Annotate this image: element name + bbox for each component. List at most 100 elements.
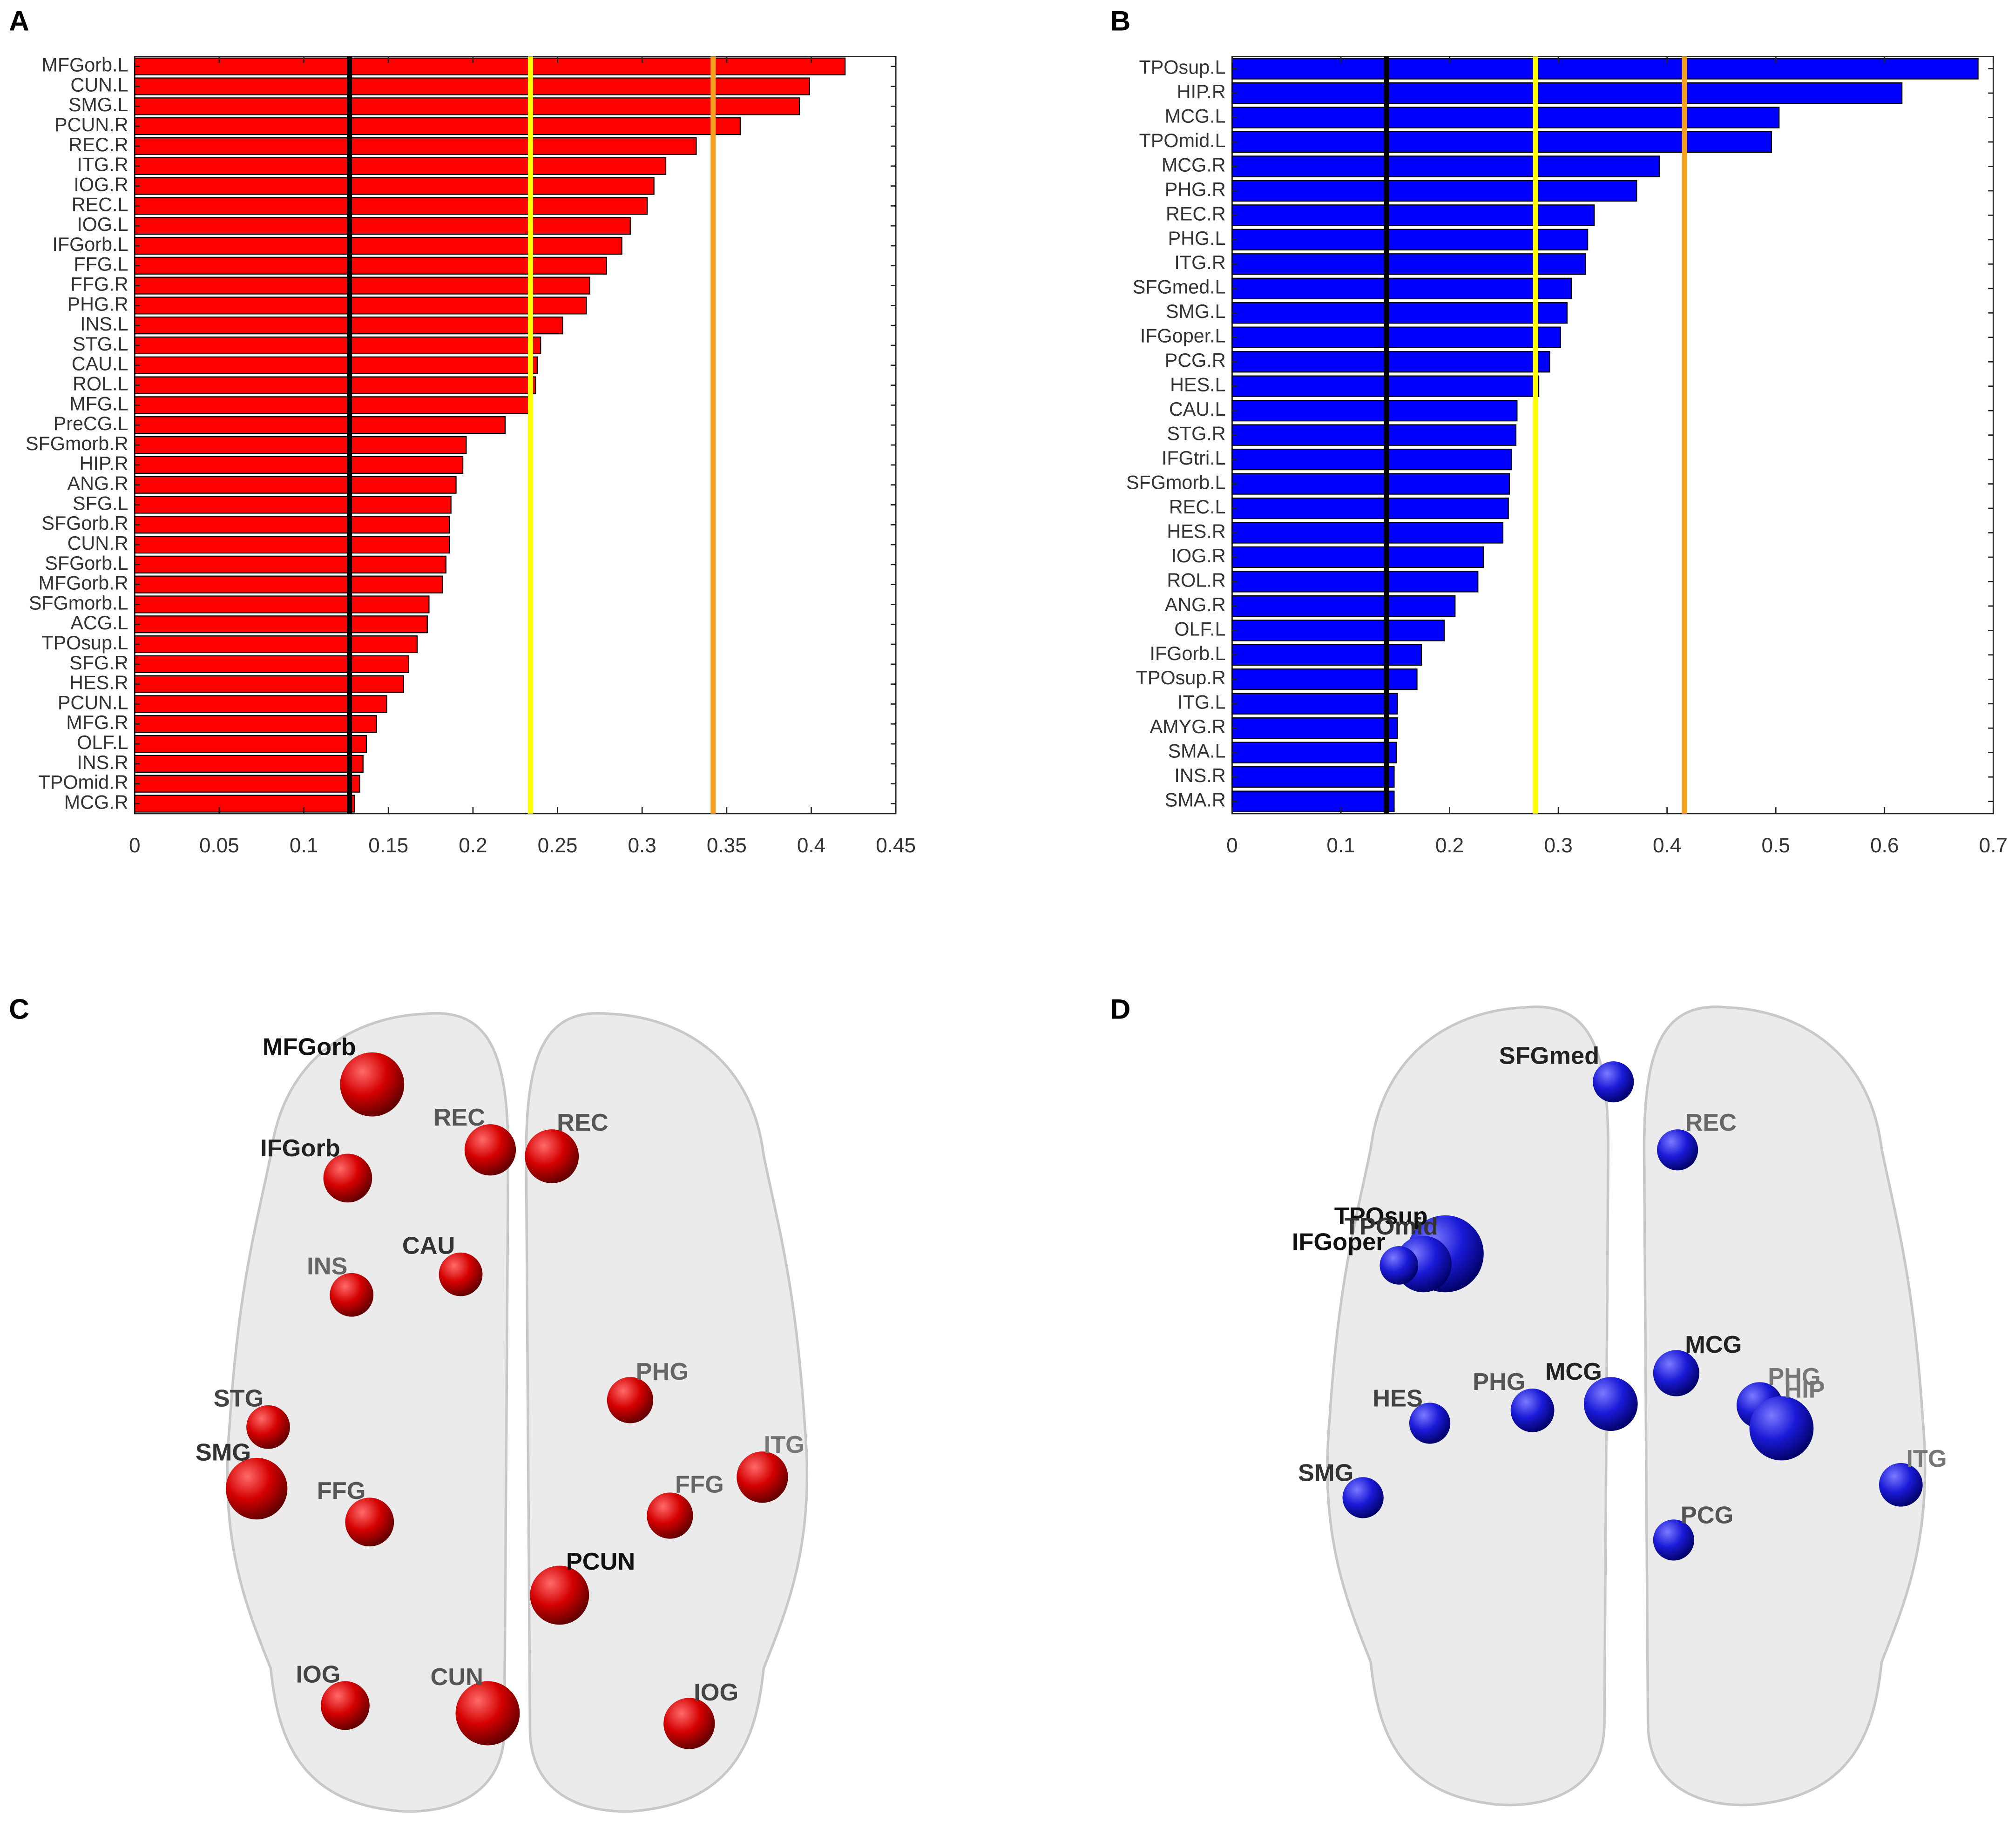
category-label: OLF.L — [77, 732, 128, 753]
bar — [134, 57, 846, 75]
bar — [134, 476, 457, 494]
bar — [134, 197, 648, 215]
bar — [134, 695, 387, 713]
x-tick-label: 0.3 — [1544, 834, 1572, 857]
bar — [134, 297, 587, 315]
node-sphere — [1593, 1061, 1634, 1103]
node-sphere — [439, 1252, 483, 1296]
node-label: HES — [1373, 1385, 1423, 1412]
node-label: IFGorb — [260, 1135, 340, 1162]
node-sphere — [1657, 1129, 1698, 1171]
x-tick-label: 0.1 — [1326, 834, 1355, 857]
node-label: MFGorb — [263, 1033, 356, 1060]
x-tick-label: 0.3 — [628, 834, 656, 857]
node-label: FFG — [675, 1471, 724, 1498]
bar — [1231, 668, 1418, 690]
category-label: MFG.L — [69, 393, 128, 414]
node-label: CUN — [431, 1664, 483, 1691]
bar — [134, 555, 446, 573]
node-label: HIP — [1784, 1376, 1825, 1403]
category-label: SFGorb.R — [41, 513, 128, 534]
bar — [1231, 253, 1586, 275]
bar — [134, 575, 443, 594]
bar — [134, 456, 464, 474]
node-sphere — [246, 1405, 290, 1449]
category-label: ANG.R — [1165, 594, 1226, 615]
category-label: OLF.L — [1174, 618, 1225, 640]
category-label: IOG.R — [1171, 545, 1226, 567]
node-sphere — [321, 1681, 370, 1730]
category-label: IFGoper.L — [1140, 325, 1226, 347]
bar — [1231, 571, 1479, 593]
x-tick-label: 0.6 — [1870, 834, 1899, 857]
bar — [134, 97, 800, 115]
node-label: PHG — [1473, 1369, 1526, 1396]
node-label: STG — [214, 1385, 264, 1412]
category-label: REC.R — [68, 134, 128, 155]
bar — [134, 715, 377, 733]
panel-label: A — [9, 5, 29, 37]
category-label: TPOsup.R — [1136, 667, 1226, 688]
bar — [1231, 522, 1504, 544]
bar — [134, 277, 590, 295]
category-label: PHG.L — [1168, 228, 1226, 249]
category-label: SMA.R — [1165, 789, 1226, 811]
category-label: MFGorb.R — [39, 573, 128, 594]
bar — [134, 635, 418, 654]
bar — [134, 655, 409, 673]
node-label: IOG — [694, 1679, 738, 1706]
category-label: ANG.R — [68, 473, 128, 494]
category-label: CUN.R — [68, 533, 128, 554]
node-sphere — [1653, 1350, 1699, 1396]
category-label: HES.R — [1167, 520, 1225, 542]
category-label: MFG.R — [66, 712, 128, 733]
category-label: PCUN.R — [54, 114, 128, 135]
node-sphere — [530, 1565, 589, 1625]
x-tick-label: 0.1 — [290, 834, 318, 857]
bar — [1231, 107, 1780, 128]
category-label: MCG.R — [1162, 154, 1226, 175]
bar — [1231, 546, 1484, 568]
category-label: TPOmid.L — [1139, 130, 1226, 151]
bar — [1231, 766, 1395, 788]
node-sphere — [330, 1273, 374, 1317]
category-label: IOG.R — [74, 174, 128, 195]
node-label: CAU — [402, 1233, 455, 1260]
bar — [134, 77, 810, 95]
node-label: PCUN — [566, 1548, 635, 1575]
bar — [1231, 302, 1568, 324]
panel-label: C — [9, 993, 29, 1025]
bar — [134, 755, 364, 773]
bar — [134, 496, 452, 514]
bar — [134, 336, 541, 355]
node-sphere — [455, 1681, 520, 1746]
node-sphere — [1510, 1389, 1555, 1432]
bar — [1231, 693, 1398, 715]
category-label: PCUN.L — [58, 692, 128, 713]
category-label: HES.L — [1170, 374, 1226, 396]
category-label: HES.R — [69, 672, 128, 694]
x-tick-label: 0.05 — [199, 834, 239, 857]
bar — [134, 356, 538, 374]
node-sphere — [1342, 1477, 1384, 1518]
bar — [1231, 326, 1561, 348]
bar — [1231, 790, 1395, 812]
category-label: IOG.L — [77, 214, 128, 235]
node-label: IFGoper — [1292, 1228, 1386, 1255]
category-label: REC.L — [1169, 496, 1226, 518]
bar — [134, 396, 531, 414]
node-sphere — [323, 1153, 372, 1203]
x-tick-label: 0.4 — [797, 834, 825, 857]
node-label: PCG — [1681, 1502, 1734, 1529]
bar — [1231, 131, 1772, 153]
node-label: REC — [557, 1109, 609, 1136]
bar — [1231, 448, 1512, 471]
node-label: MCG — [1685, 1331, 1742, 1358]
category-label: MCG.L — [1165, 105, 1226, 127]
x-tick-label: 0.25 — [538, 834, 578, 857]
bar — [1231, 204, 1595, 226]
category-label: ITG.L — [1177, 692, 1225, 713]
node-sphere — [1583, 1377, 1638, 1431]
x-tick-label: 0.45 — [876, 834, 916, 857]
category-label: TPOmid.R — [39, 772, 128, 793]
